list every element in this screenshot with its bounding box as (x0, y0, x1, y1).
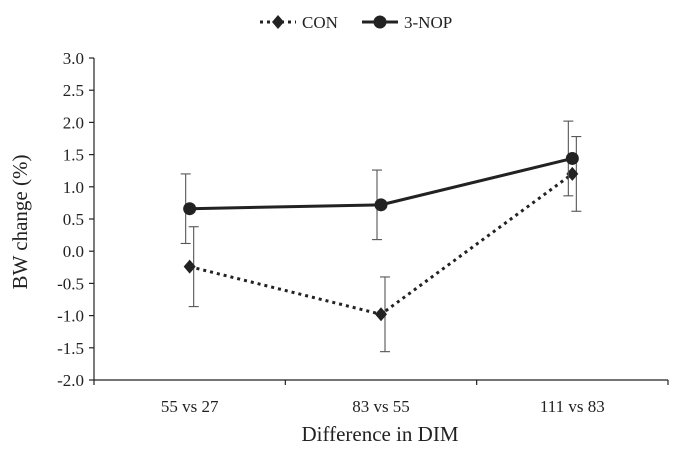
y-tick-label: 0.0 (63, 242, 84, 261)
legend-label-con: CON (302, 13, 338, 32)
y-tick-label: -1.5 (57, 339, 84, 358)
y-tick-label: 1.0 (63, 178, 84, 197)
y-axis: 3.0 2.5 2.0 1.5 1.0 0.5 0.0 -0.5 -1.0 -1.5 -2.0 (57, 49, 95, 390)
x-tick-label: 55 vs 27 (161, 397, 219, 416)
legend-label-3-nop: 3-NOP (404, 13, 452, 32)
data-point-3-nop (183, 202, 197, 216)
legend-item-3-nop: 3-NOP (362, 13, 452, 32)
data-point-con (183, 259, 196, 274)
y-tick-label: 2.5 (63, 81, 84, 100)
y-tick-label: -1.0 (57, 307, 84, 326)
x-axis: 55 vs 27 83 vs 55 111 vs 83 (93, 379, 669, 416)
x-tick-label: 111 vs 83 (540, 397, 605, 416)
y-tick-label: 1.5 (63, 146, 84, 165)
series-con (183, 136, 582, 353)
legend: CON 3-NOP (260, 13, 452, 32)
y-tick-label: -0.5 (57, 274, 84, 293)
y-tick-label: 3.0 (63, 49, 84, 68)
x-tick-label: 83 vs 55 (352, 397, 410, 416)
data-point-3-nop (565, 151, 579, 165)
y-tick-label: 0.5 (63, 210, 84, 229)
data-point-con (566, 166, 579, 181)
data-point-3-nop (374, 198, 388, 212)
plot-series (180, 120, 582, 353)
y-tick-label: 2.0 (63, 113, 84, 132)
y-tick-label: -2.0 (57, 371, 84, 390)
y-axis-label: BW change (%) (8, 155, 32, 290)
series-line-con (189, 172, 574, 316)
series-3-nop (180, 120, 579, 245)
legend-marker-con (272, 15, 284, 29)
legend-marker-3-nop (373, 15, 387, 29)
x-axis-label: Difference in DIM (301, 422, 458, 444)
data-point-con (375, 307, 387, 322)
legend-item-con: CON (260, 13, 338, 32)
